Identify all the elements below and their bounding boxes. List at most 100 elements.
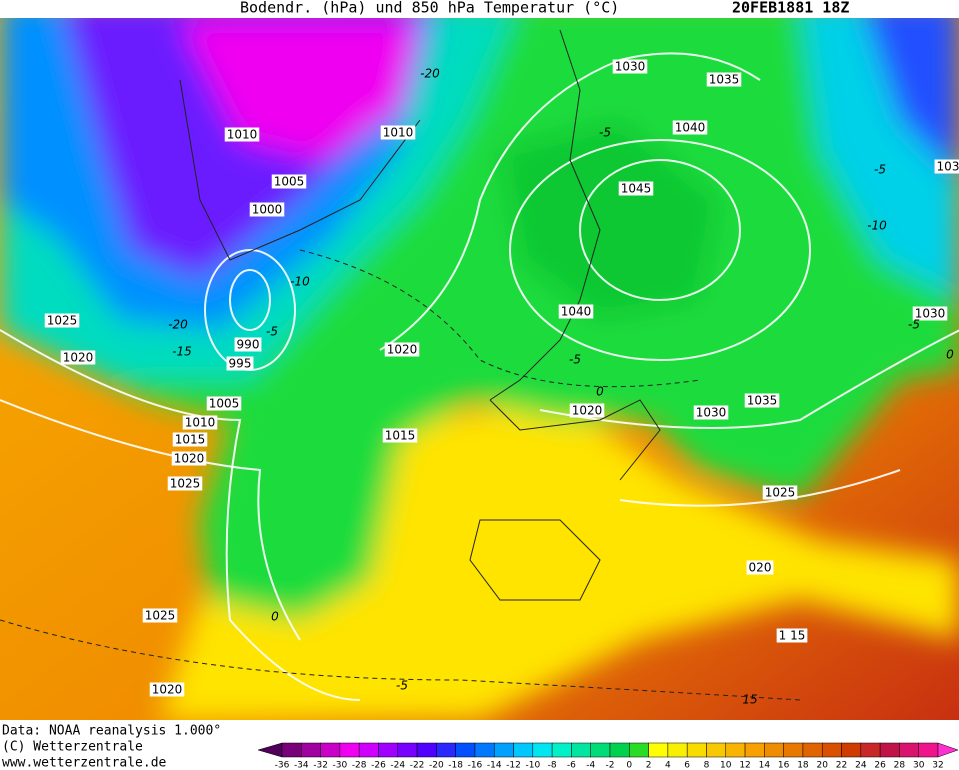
isobar-label: 1035 (747, 394, 778, 408)
colorbar-bin (725, 742, 746, 758)
colorbar-bin (879, 742, 900, 758)
colorbar-label: -10 (525, 761, 540, 770)
colorbar-bin (378, 742, 399, 758)
label-box (380, 125, 416, 140)
temperature-label: -20 (420, 67, 440, 81)
label-box (149, 682, 185, 697)
isobar-label: 1010 (383, 126, 414, 140)
colorbar-bin (802, 742, 823, 758)
temperature-label: -10 (867, 219, 887, 233)
colorbar-label: 0 (626, 761, 632, 770)
colorbar-label: -18 (448, 761, 463, 770)
colorbar-bin (474, 742, 495, 758)
colorbar-label: 32 (932, 761, 943, 770)
colorbar-label: -4 (586, 761, 595, 770)
label-box (569, 403, 605, 418)
label-box (206, 396, 242, 411)
colorbar-bin (358, 742, 379, 758)
colorbar-label: -2 (606, 761, 615, 770)
label-box (693, 405, 729, 420)
colorbar-label: 20 (817, 761, 829, 770)
temperature-labels: -20 -5 -5 -10 -10 -20 -15 -5 -5 0 -5 0 0… (168, 67, 954, 707)
colorbar-label: -16 (468, 761, 483, 770)
isobar-label: 1025 (47, 314, 78, 328)
isobar-label: 1000 (252, 203, 283, 217)
colorbar-label: -28 (352, 761, 367, 770)
colorbar-label: -36 (275, 761, 290, 770)
colorbar-label: 4 (665, 761, 671, 770)
colorbar-bin (532, 742, 553, 758)
colorbar-label: 2 (646, 761, 652, 770)
colorbar-label: -22 (410, 761, 425, 770)
colorbar-bin (320, 742, 341, 758)
isobar-labels: 1030 1035 1010 1010 1040 1005 1045 1000 … (44, 59, 959, 697)
temperature-label: -5 (599, 126, 611, 140)
colorbar-bin (783, 742, 804, 758)
colorbar-bin (706, 742, 727, 758)
isobar-label: 1020 (63, 351, 94, 365)
colorbar-bin (860, 742, 881, 758)
isobar-label: 995 (229, 357, 252, 371)
temperature-label: 0 (271, 610, 279, 624)
temperature-label: -5 (874, 163, 886, 177)
colorbar-label: -32 (313, 761, 328, 770)
temperature-label: -5 (908, 318, 920, 332)
colorbar-bin (571, 742, 591, 758)
colorbar-bin (590, 742, 611, 758)
colorbar-label: 26 (874, 761, 886, 770)
label-box (224, 127, 260, 142)
colorbar-label: 16 (778, 761, 790, 770)
label-box (171, 451, 207, 466)
colorbar-label: -20 (429, 761, 444, 770)
colorbar-bin (744, 742, 765, 758)
colorbar-bin (686, 742, 707, 758)
colorbar-bin (821, 742, 842, 758)
isobar-label: 1025 (145, 609, 176, 623)
isobar-label: 1040 (561, 305, 592, 319)
colorbar-bin (841, 742, 862, 758)
colorbar-bin (455, 742, 476, 758)
label-box (746, 560, 774, 575)
isobar-label: 1020 (387, 343, 418, 357)
footer-line: (C) Wetterzentrale (2, 740, 143, 755)
label-box (912, 306, 948, 321)
isobar-label: 1030 (696, 406, 727, 420)
isobar-label: 1 15 (779, 629, 806, 643)
colorbar-bin (551, 742, 572, 758)
label-box (182, 415, 218, 430)
colorbar-bin (397, 742, 418, 758)
colorbar-label: 8 (704, 761, 710, 770)
label-box (612, 59, 648, 74)
colorbar-label: 22 (836, 761, 847, 770)
colorbar-label: -30 (333, 761, 348, 770)
colorbar-arrow (257, 742, 283, 758)
colorbar: -36 -34 -32 -30 -28 -26 -24 -22 -20 -18 -16 -14 -12-… (257, 742, 959, 770)
isobar-label: 1020 (152, 683, 183, 697)
colorbar-bin (667, 742, 688, 758)
isobar-label: 990 (237, 338, 260, 352)
colorbar-label: 30 (913, 761, 925, 770)
isobar-label: 1045 (621, 182, 652, 196)
isobar-label: 1015 (385, 429, 416, 443)
temperature-label: -5 (266, 325, 278, 339)
isobar-label: 1020 (174, 452, 205, 466)
colorbar-label: 12 (739, 761, 750, 770)
footer-line: Data: NOAA reanalysis 1.000° (2, 724, 221, 739)
colorbar-label: -26 (371, 761, 386, 770)
footer-line: www.wetterzentrale.de (2, 756, 167, 770)
colorbar-label: 10 (720, 761, 732, 770)
colorbar-bin (436, 742, 456, 758)
colorbar-label: -6 (567, 761, 576, 770)
isobar-label: 1025 (170, 477, 201, 491)
temperature-label: 15 (742, 693, 757, 707)
label-box (167, 476, 203, 491)
isobar-label: 1030 (915, 307, 946, 321)
label-box (60, 350, 96, 365)
colorbar-label: -34 (294, 761, 309, 770)
label-box (172, 432, 208, 447)
colorbar-bin (648, 742, 669, 758)
label-box (226, 356, 254, 371)
label-box (706, 72, 742, 87)
colorbar-label: -14 (487, 761, 502, 770)
